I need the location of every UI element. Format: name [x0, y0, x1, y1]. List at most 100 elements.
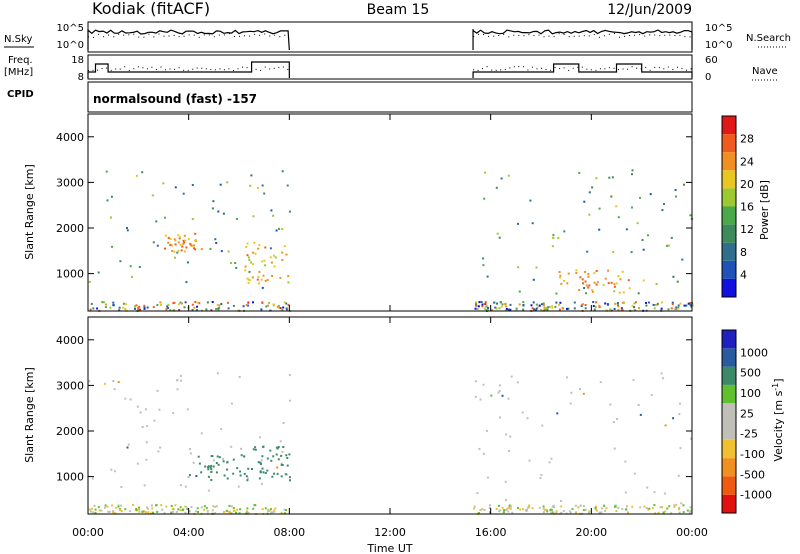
- velocity-point: [239, 508, 242, 511]
- power-point: [220, 250, 223, 253]
- velocity-point: [117, 505, 120, 508]
- velocity-point: [280, 454, 283, 457]
- power-point: [143, 307, 146, 310]
- nave-point: [160, 66, 162, 68]
- velocity-point: [506, 508, 509, 511]
- power-point: [676, 280, 679, 283]
- nsearch-point: [558, 33, 560, 35]
- power-point: [193, 247, 196, 250]
- power-point: [592, 301, 595, 303]
- power-point: [483, 307, 486, 310]
- velocity-point: [90, 510, 92, 513]
- velocity-point: [473, 507, 476, 510]
- nsearch-point: [128, 34, 130, 36]
- power-point: [181, 245, 184, 248]
- power-point: [542, 304, 545, 307]
- nsearch-point: [198, 36, 200, 38]
- velocity-point: [613, 447, 616, 450]
- power-point: [625, 228, 628, 231]
- power-point: [220, 303, 223, 305]
- velocity-point: [659, 506, 662, 509]
- velocity-point: [583, 505, 585, 507]
- velocity-point: [91, 507, 93, 510]
- nave-point: [577, 66, 579, 68]
- velocity-point: [114, 512, 117, 515]
- freq-unit-label: [MHz]: [4, 67, 33, 78]
- velocity-point: [230, 402, 233, 405]
- nsearch-point: [123, 34, 125, 36]
- power-point: [559, 274, 562, 277]
- power-point: [559, 276, 562, 279]
- nsearch-point: [234, 36, 235, 37]
- velocity-point: [646, 486, 649, 489]
- velocity-point: [481, 508, 484, 511]
- velocity-point: [270, 459, 273, 462]
- nsearch-point: [588, 35, 590, 37]
- nsearch-point: [573, 35, 575, 37]
- power-point: [484, 171, 487, 174]
- nave-point: [663, 68, 665, 70]
- velocity-point: [232, 509, 235, 512]
- power-point: [160, 303, 162, 306]
- power-point: [674, 189, 677, 191]
- nave-point: [599, 68, 601, 70]
- velocity-point: [210, 479, 213, 481]
- nsearch-point: [279, 36, 281, 38]
- power-point: [252, 301, 254, 304]
- power-point: [103, 301, 105, 304]
- velocity-point: [595, 508, 597, 511]
- velocity-point: [260, 463, 262, 465]
- nsearch-point: [168, 35, 170, 37]
- colorbar-frame: [721, 115, 737, 298]
- velocity-point: [280, 475, 283, 478]
- power-point: [193, 244, 195, 247]
- power-point: [474, 307, 477, 310]
- velocity-point: [146, 425, 149, 428]
- nave-point: [536, 68, 538, 70]
- velocity-point: [657, 511, 660, 514]
- velocity-point: [222, 460, 225, 463]
- power-point: [551, 245, 554, 248]
- nsearch-point: [634, 34, 636, 36]
- power-point: [530, 304, 533, 307]
- freq-label: Freq.: [8, 55, 33, 66]
- power-point: [563, 279, 565, 282]
- power-point: [288, 210, 291, 213]
- nsearch-point: [193, 34, 195, 36]
- power-point: [126, 229, 129, 232]
- power-point: [271, 275, 274, 277]
- power-point: [588, 213, 591, 216]
- velocity-point: [286, 457, 289, 459]
- velocity-point: [673, 506, 676, 508]
- velocity-point: [179, 509, 182, 512]
- power-point: [518, 303, 521, 306]
- velocity-point: [637, 404, 640, 406]
- velocity-point: [269, 449, 272, 452]
- velocity-point: [550, 511, 553, 514]
- velocity-point: [651, 507, 654, 510]
- velocity-point: [243, 472, 246, 475]
- power-point: [529, 199, 532, 202]
- power-point: [257, 247, 260, 250]
- power-point: [110, 216, 112, 219]
- colorbar-tick-label: 4: [740, 268, 747, 281]
- velocity-point: [206, 512, 209, 515]
- velocity-point: [176, 388, 179, 391]
- power-point: [264, 246, 267, 249]
- velocity-point: [517, 507, 519, 509]
- velocity-point: [549, 508, 552, 511]
- power-point: [485, 305, 488, 308]
- power-point: [691, 304, 694, 307]
- power-point: [218, 306, 221, 309]
- velocity-point: [147, 511, 150, 514]
- velocity-point: [230, 505, 233, 508]
- power-point: [165, 308, 168, 311]
- power-point: [575, 269, 578, 272]
- power-point: [247, 281, 250, 284]
- velocity-point: [289, 479, 291, 482]
- velocity-point: [258, 477, 261, 480]
- power-point: [567, 272, 570, 275]
- power-point: [185, 281, 188, 284]
- nave-point: [618, 69, 619, 71]
- velocity-point: [172, 412, 175, 415]
